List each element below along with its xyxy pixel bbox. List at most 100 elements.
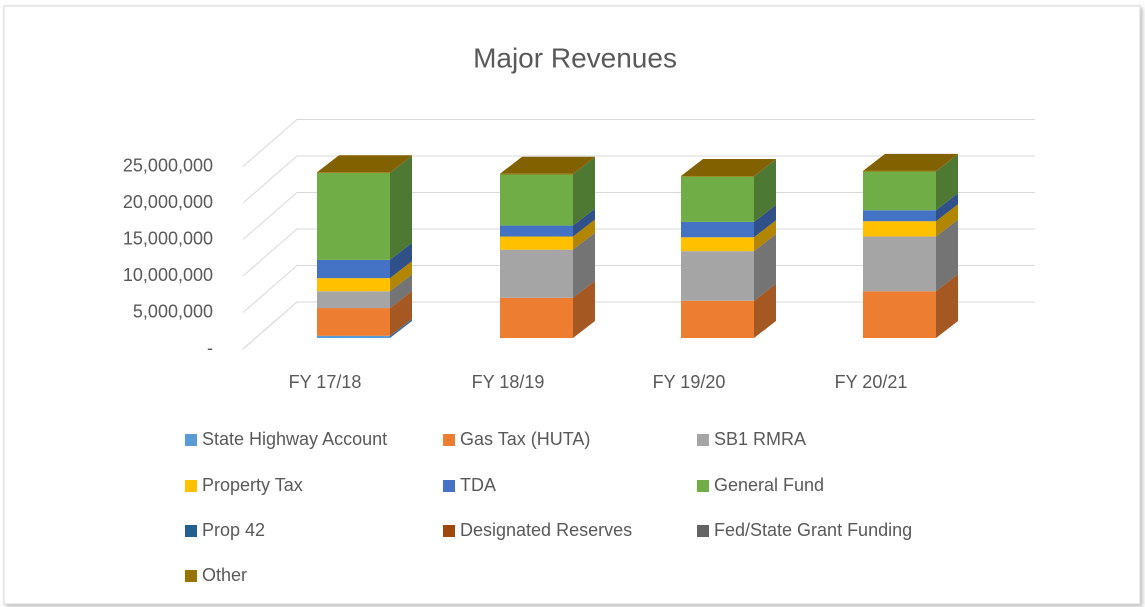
legend-label: Designated Reserves <box>460 520 632 540</box>
y-tick-label: - <box>207 338 213 358</box>
bar-side <box>390 274 412 309</box>
bar-side <box>390 261 412 292</box>
bar-front <box>500 236 573 250</box>
bar-segment <box>863 204 958 237</box>
bar-segment <box>681 158 776 177</box>
bar-side <box>390 155 412 174</box>
bar-segment <box>863 154 958 211</box>
bar-front <box>863 291 936 338</box>
bar-side <box>936 204 958 237</box>
bar-front <box>500 297 573 338</box>
bar-front <box>500 225 573 237</box>
bar-segment <box>681 283 776 338</box>
bar-side <box>390 242 412 279</box>
bar-front <box>317 259 390 279</box>
grid-line <box>242 119 1035 167</box>
bar-segment <box>317 261 412 292</box>
legend-swatch <box>697 525 709 537</box>
bar-front <box>317 335 390 338</box>
bar-side <box>936 154 958 211</box>
bar-segment <box>317 274 412 309</box>
legend-swatch <box>443 480 455 492</box>
legend-label: General Fund <box>714 475 824 495</box>
legend-label: State Highway Account <box>202 429 387 449</box>
y-tick-label: 10,000,000 <box>123 265 213 285</box>
bar-segment <box>681 159 776 222</box>
bar-side <box>573 219 595 250</box>
bar-front <box>500 249 573 298</box>
bar-side <box>390 156 412 260</box>
grid-line <box>242 265 1035 313</box>
grid-line <box>242 155 1035 204</box>
chart-title: Major Revenues <box>473 42 677 73</box>
bar-side <box>573 232 595 298</box>
bar-segment <box>317 318 412 338</box>
bar-front <box>681 175 754 177</box>
bar-front <box>317 308 390 336</box>
bar-segment <box>863 153 958 172</box>
x-tick-label: FY 20/21 <box>835 372 908 392</box>
bar-front <box>681 237 754 252</box>
bar-side <box>390 291 412 336</box>
legend-swatch <box>443 525 455 537</box>
bar-segment <box>681 204 776 238</box>
bar-segment <box>863 219 958 292</box>
bar-side <box>573 280 595 338</box>
bar-segment <box>317 155 412 174</box>
bar-side <box>754 283 776 338</box>
bar-segment <box>500 156 595 175</box>
bar-segment <box>500 280 595 338</box>
grid-line <box>242 228 1035 277</box>
bar-segment <box>317 156 412 260</box>
bar-side <box>754 159 776 222</box>
y-tick-label: 5,000,000 <box>133 301 213 321</box>
bar-segment <box>863 274 958 338</box>
bar-front <box>317 278 390 292</box>
bar-front <box>681 300 754 338</box>
bar-top <box>317 155 412 173</box>
x-tick-label: FY 18/19 <box>472 372 545 392</box>
legend-swatch <box>185 480 197 492</box>
grid-line <box>242 301 1035 350</box>
y-tick-label: 25,000,000 <box>123 155 213 175</box>
legend-label: Other <box>202 565 247 585</box>
bar-side <box>754 220 776 252</box>
bar-segment <box>500 232 595 298</box>
x-tick-label: FY 19/20 <box>653 372 726 392</box>
legend-swatch <box>185 434 197 446</box>
legend-label: Fed/State Grant Funding <box>714 520 912 540</box>
grid-line <box>242 192 1035 240</box>
bar-front <box>863 170 936 172</box>
bar-segment <box>500 157 595 226</box>
bar-front <box>863 171 936 211</box>
bar-front <box>863 221 936 237</box>
y-tick-label: 20,000,000 <box>123 192 213 212</box>
bar-segment <box>681 234 776 301</box>
bar-side <box>936 274 958 338</box>
legend-label: Property Tax <box>202 475 303 495</box>
bar-side <box>936 219 958 292</box>
legend-swatch <box>697 434 709 446</box>
x-tick-label: FY 17/18 <box>289 372 362 392</box>
bar-front <box>681 251 754 301</box>
legend-swatch <box>443 434 455 446</box>
legend-swatch <box>185 570 197 582</box>
bar-side <box>573 156 595 175</box>
legend-label: TDA <box>460 475 496 495</box>
bar-front <box>317 172 390 174</box>
bar-front <box>500 173 573 175</box>
y-tick-label: 15,000,000 <box>123 228 213 248</box>
bar-side <box>754 234 776 301</box>
bar-front <box>863 236 936 292</box>
bar-side <box>754 158 776 177</box>
bar-segment <box>317 291 412 336</box>
bar-top <box>500 156 595 174</box>
bar-top <box>863 153 958 171</box>
bar-segment <box>500 208 595 237</box>
bar-segment <box>681 220 776 252</box>
legend-swatch <box>697 480 709 492</box>
legend-label: SB1 RMRA <box>714 429 806 449</box>
bar-side <box>390 318 412 338</box>
bar-segment <box>317 242 412 279</box>
